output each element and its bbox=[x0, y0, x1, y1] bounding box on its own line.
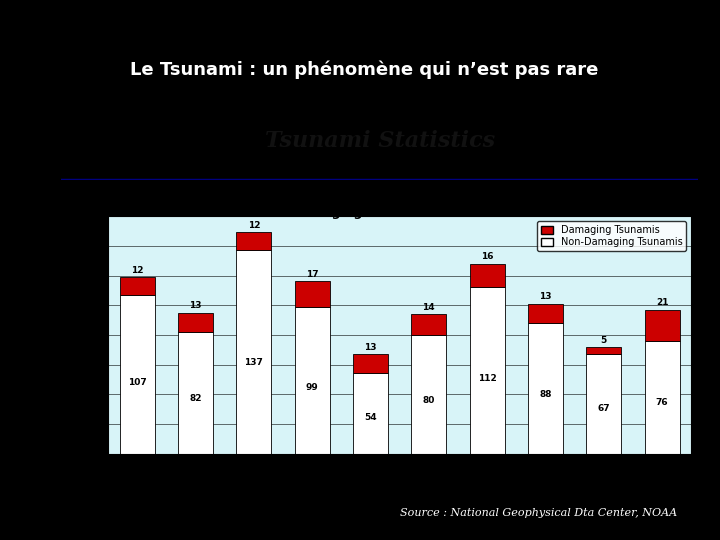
Bar bbox=[528, 323, 563, 454]
Bar bbox=[586, 347, 621, 354]
Bar bbox=[178, 313, 213, 332]
Bar bbox=[294, 307, 330, 454]
Text: 12: 12 bbox=[131, 266, 143, 275]
Bar bbox=[294, 281, 330, 307]
Text: Tsunami Statistics: Tsunami Statistics bbox=[265, 130, 495, 152]
Text: 17: 17 bbox=[306, 270, 318, 279]
Text: 67: 67 bbox=[598, 404, 610, 413]
Text: Damaging Tsunamis: Damaging Tsunamis bbox=[310, 191, 450, 204]
Text: 99: 99 bbox=[306, 383, 318, 392]
Text: 16: 16 bbox=[481, 252, 493, 261]
Text: Le Tsunami : un phénomène qui n’est pas rare: Le Tsunami : un phénomène qui n’est pas … bbox=[130, 61, 598, 79]
Bar bbox=[353, 374, 388, 454]
Bar bbox=[528, 303, 563, 323]
Text: 13: 13 bbox=[364, 343, 377, 352]
Text: 107: 107 bbox=[127, 377, 147, 387]
Text: 54: 54 bbox=[364, 413, 377, 422]
Text: 13: 13 bbox=[189, 301, 202, 310]
Text: 88: 88 bbox=[539, 390, 552, 400]
Text: 14: 14 bbox=[423, 303, 435, 312]
Bar bbox=[411, 335, 446, 454]
Bar bbox=[353, 354, 388, 374]
Legend: Damaging Tsunamis, Non-Damaging Tsunamis: Damaging Tsunamis, Non-Damaging Tsunamis bbox=[537, 221, 686, 251]
Text: vs Non-damaging Tsunamis - Worldwide: vs Non-damaging Tsunamis - Worldwide bbox=[240, 206, 520, 219]
Text: 82: 82 bbox=[189, 394, 202, 403]
Text: 80: 80 bbox=[423, 396, 435, 404]
Text: 12: 12 bbox=[248, 221, 260, 230]
Text: 13: 13 bbox=[539, 293, 552, 301]
X-axis label: Decade (20th Century): Decade (20th Century) bbox=[328, 476, 471, 487]
Text: 21: 21 bbox=[656, 299, 668, 307]
Bar bbox=[120, 295, 155, 454]
Bar bbox=[236, 233, 271, 250]
Text: 137: 137 bbox=[244, 357, 264, 367]
Bar bbox=[178, 332, 213, 454]
Text: 76: 76 bbox=[656, 399, 668, 407]
Bar bbox=[411, 314, 446, 335]
Text: 112: 112 bbox=[477, 374, 497, 383]
Bar bbox=[236, 250, 271, 454]
Y-axis label: Number of Tsunamis: Number of Tsunamis bbox=[67, 271, 77, 399]
Bar bbox=[644, 309, 680, 341]
Bar bbox=[469, 287, 505, 454]
Bar bbox=[469, 264, 505, 287]
Bar bbox=[644, 341, 680, 454]
Text: 5: 5 bbox=[600, 335, 607, 345]
Bar bbox=[586, 354, 621, 454]
Text: Source : National Geophysical Dta Center, NOAA: Source : National Geophysical Dta Center… bbox=[400, 508, 677, 518]
Bar bbox=[120, 277, 155, 295]
